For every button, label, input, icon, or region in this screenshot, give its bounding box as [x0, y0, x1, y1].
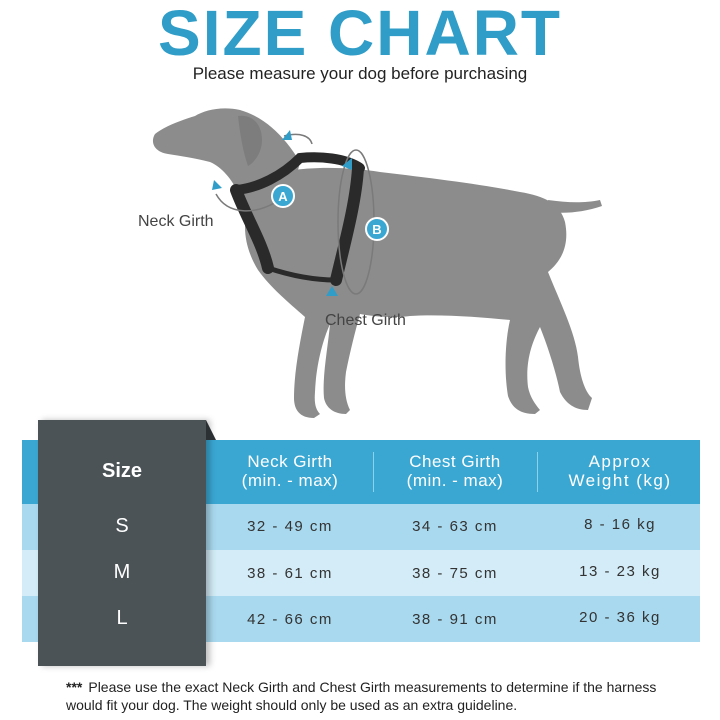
- column-divider: [537, 452, 538, 492]
- size-cell: S: [115, 515, 129, 537]
- page-subtitle: Please measure your dog before purchasin…: [192, 64, 528, 83]
- arrow-icon: [326, 286, 338, 296]
- chest-cell: 38 - 91 cm: [412, 611, 498, 628]
- size-column: [38, 420, 216, 666]
- dog-illustration: A B: [152, 108, 602, 418]
- marker-a: A: [271, 184, 295, 208]
- column-header-chest: Chest Girth (min. - max): [406, 452, 504, 490]
- arrow-icon: [212, 180, 222, 190]
- neck-cell: 38 - 61 cm: [247, 565, 333, 582]
- neck-cell: 32 - 49 cm: [247, 518, 333, 535]
- weight-cell: 8 - 16 kg: [584, 516, 656, 533]
- arrow-icon: [282, 130, 292, 140]
- harness-illustration: [230, 152, 365, 286]
- chest-cell: 34 - 63 cm: [412, 518, 498, 535]
- marker-a-label: A: [278, 189, 288, 204]
- column-divider: [373, 452, 374, 492]
- column-header-weight: Approx Weight (kg): [568, 452, 672, 490]
- arrow-icon: [342, 158, 352, 170]
- column-header-size: Size: [101, 460, 143, 482]
- chest-cell: 38 - 75 cm: [412, 565, 498, 582]
- footnote-text: Please use the exact Neck Girth and Ches…: [66, 679, 657, 713]
- neck-girth-label: Neck Girth: [138, 213, 214, 230]
- weight-cell: 20 - 36 kg: [579, 609, 661, 626]
- marker-b-label: B: [372, 222, 381, 237]
- marker-b: B: [365, 217, 389, 241]
- chest-girth-label: Chest Girth: [325, 312, 406, 329]
- footnote-stars: ***: [66, 679, 83, 695]
- column-header-neck: Neck Girth (min. - max): [241, 452, 339, 490]
- size-cell: L: [116, 607, 128, 629]
- size-cell: M: [113, 561, 131, 583]
- footnote: *** Please use the exact Neck Girth and C…: [66, 678, 686, 714]
- weight-cell: 13 - 23 kg: [579, 563, 661, 580]
- dog-silhouette: [152, 108, 602, 418]
- neck-cell: 42 - 66 cm: [247, 611, 333, 628]
- arrow-icons: [212, 130, 352, 296]
- page-title: SIZE CHART: [158, 0, 562, 69]
